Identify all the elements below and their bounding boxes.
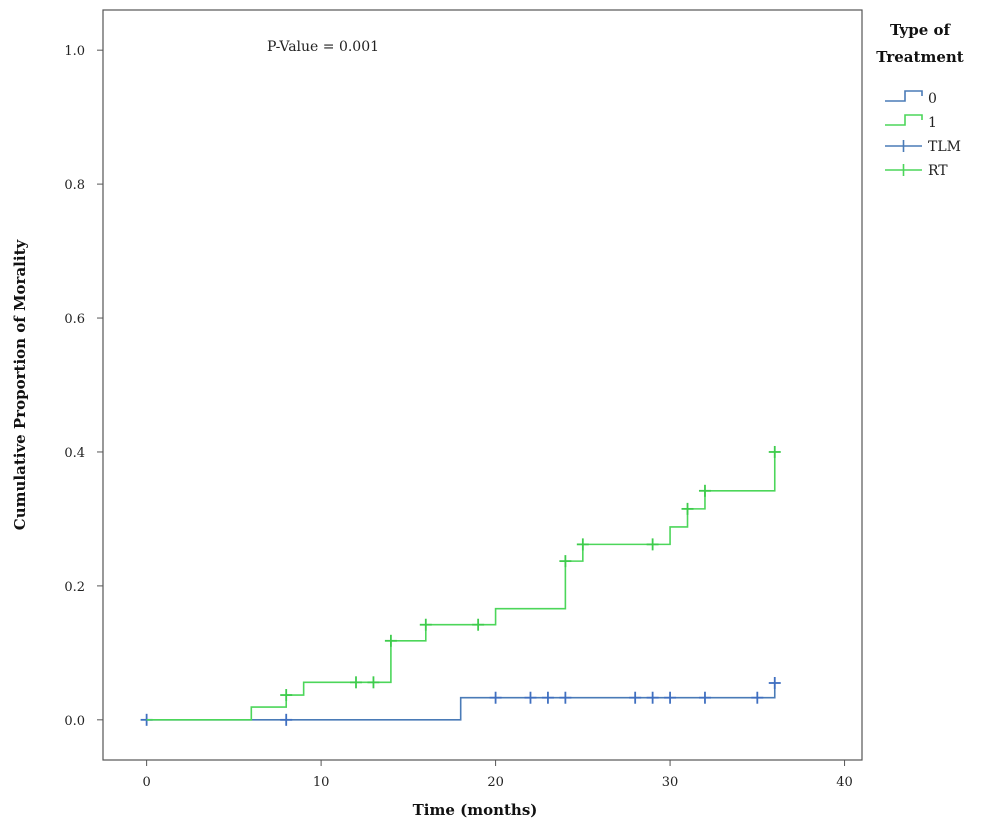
x-axis-title: Time (months) [413, 801, 538, 819]
legend-label: 1 [928, 115, 937, 131]
series-1-censor-mark [646, 538, 659, 551]
series-1-censor-mark [698, 484, 711, 497]
y-tick-label: 0.2 [64, 580, 85, 595]
legend-entry-2: TLM [885, 139, 961, 155]
series-0-censor-mark [280, 713, 293, 726]
series-0-step-line [146, 682, 776, 721]
legend-entries: 0 1 TLM RT [885, 90, 961, 179]
x-axis: 0 10 20 30 40 [142, 760, 853, 790]
series-0-censor-mark [489, 691, 502, 704]
series-1-censor-mark [681, 502, 694, 515]
series-0-censor-mark [751, 691, 764, 704]
legend-label: RT [928, 163, 948, 179]
y-tick-label: 0.8 [64, 178, 85, 193]
p-value-annotation: P-Value = 0.001 [267, 39, 379, 55]
series-1-censor-mark [576, 538, 589, 551]
series-0-censor-mark [768, 676, 781, 689]
x-tick-label: 0 [142, 775, 150, 790]
legend-entry-0: 0 [885, 90, 937, 107]
legend-title-line1: Type of [890, 21, 951, 39]
y-tick-label: 0.0 [64, 714, 85, 729]
legend: Type of Treatment 0 1 TLM RT [876, 21, 963, 179]
series-1-step-line [146, 451, 776, 721]
series-1-censor-mark [472, 618, 485, 631]
y-tick-label: 0.6 [64, 312, 85, 327]
y-axis-title: Cumulative Proportion of Morality [11, 239, 29, 531]
legend-title-line2: Treatment [876, 48, 963, 66]
series-1-censor-mark [559, 555, 572, 568]
series-0-censor-mark [664, 691, 677, 704]
x-tick-label: 10 [313, 775, 330, 790]
legend-entry-3: RT [885, 163, 948, 179]
series-1-censor-mark [419, 618, 432, 631]
series-1-censor-mark [280, 689, 293, 702]
series-1-censor-mark [367, 676, 380, 689]
series-0-censor-mark [524, 691, 537, 704]
y-tick-label: 0.4 [64, 446, 85, 461]
series-0-censor-mark [559, 691, 572, 704]
legend-step-swatch [885, 90, 923, 102]
x-tick-label: 40 [836, 775, 853, 790]
series-1-censor-mark [350, 676, 362, 689]
series-0-censor-mark [646, 691, 659, 704]
y-tick-label: 1.0 [64, 44, 85, 59]
series-1-censor-mark [768, 445, 781, 458]
series-layer [140, 445, 781, 726]
plot-frame [102, 9, 863, 761]
x-tick-label: 20 [487, 775, 504, 790]
y-axis: 0.0 0.2 0.4 0.6 0.8 1.0 [64, 44, 103, 729]
series-1-censor-mark [384, 634, 397, 647]
series-0-censor-mark [698, 691, 711, 704]
series-0-censor-mark [629, 691, 642, 704]
legend-label: 0 [928, 91, 937, 107]
legend-label: TLM [928, 139, 961, 155]
x-tick-label: 30 [662, 775, 679, 790]
legend-entry-1: 1 [885, 114, 937, 131]
series-0-censor-mark [541, 691, 554, 704]
legend-step-swatch [885, 114, 923, 126]
